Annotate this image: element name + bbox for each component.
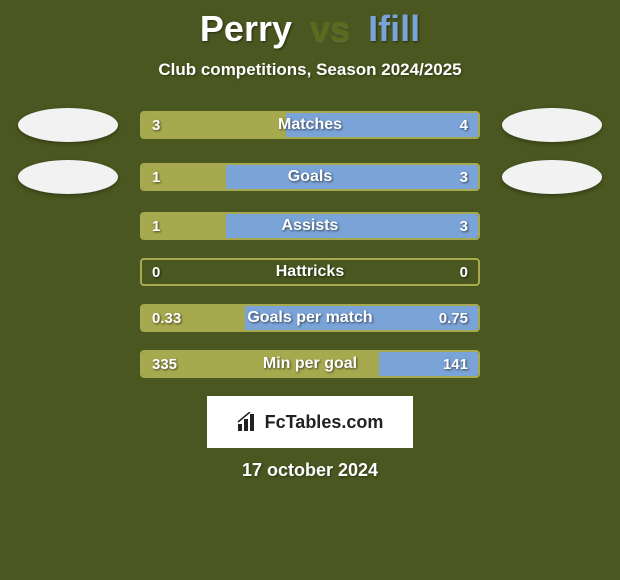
stat-row: 0.330.75Goals per match <box>0 304 620 332</box>
subtitle: Club competitions, Season 2024/2025 <box>0 60 620 80</box>
branding-text: FcTables.com <box>265 412 384 433</box>
stat-value-right: 141 <box>443 352 468 376</box>
stat-bar: 0.330.75Goals per match <box>140 304 480 332</box>
stat-value-left: 1 <box>152 165 160 189</box>
stats-container: 34Matches13Goals13Assists00Hattricks0.33… <box>0 108 620 378</box>
stat-row: 13Goals <box>0 160 620 194</box>
stat-bar: 335141Min per goal <box>140 350 480 378</box>
stat-value-left: 335 <box>152 352 177 376</box>
player1-avatar <box>18 108 118 142</box>
stat-bar: 34Matches <box>140 111 480 139</box>
stat-value-right: 0 <box>460 260 468 284</box>
player2-avatar <box>502 108 602 142</box>
stat-value-left: 0 <box>152 260 160 284</box>
fill-right <box>226 214 478 238</box>
fill-left <box>142 352 379 376</box>
bars-icon <box>237 412 259 432</box>
fill-right <box>226 165 478 189</box>
branding-box: FcTables.com <box>207 396 413 448</box>
vs-separator: vs <box>310 8 350 49</box>
stat-value-left: 1 <box>152 214 160 238</box>
stat-value-left: 3 <box>152 113 160 137</box>
stat-value-right: 3 <box>460 214 468 238</box>
comparison-title: Perry vs Ifill <box>0 8 620 50</box>
player1-avatar <box>18 160 118 194</box>
player2-name: Ifill <box>368 8 420 49</box>
stat-value-left: 0.33 <box>152 306 181 330</box>
player1-name: Perry <box>200 8 292 49</box>
stat-bar: 13Goals <box>140 163 480 191</box>
stat-value-right: 4 <box>460 113 468 137</box>
stat-bar: 13Assists <box>140 212 480 240</box>
fill-left <box>142 113 286 137</box>
date-text: 17 october 2024 <box>0 460 620 481</box>
stat-row: 335141Min per goal <box>0 350 620 378</box>
stat-row: 13Assists <box>0 212 620 240</box>
stat-value-right: 3 <box>460 165 468 189</box>
stat-bar: 0 0Hattricks <box>140 258 480 286</box>
fill-right <box>286 113 478 137</box>
stat-row: 0 0Hattricks <box>0 258 620 286</box>
stat-row: 34Matches <box>0 108 620 142</box>
player2-avatar <box>502 160 602 194</box>
stat-value-right: 0.75 <box>439 306 468 330</box>
stat-label: Hattricks <box>142 260 478 284</box>
